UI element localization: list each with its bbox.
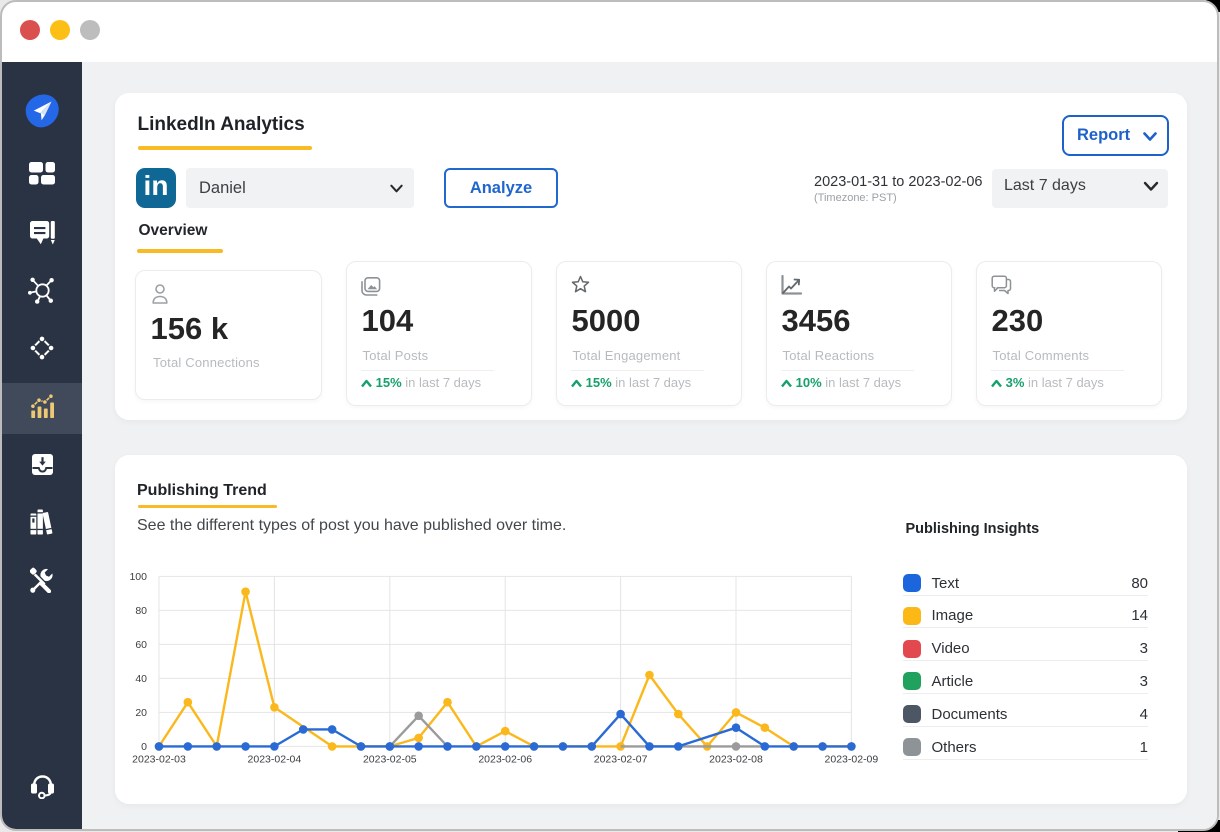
svg-text:2023-02-08: 2023-02-08 [709, 753, 763, 765]
svg-text:0: 0 [141, 741, 147, 753]
svg-text:80: 80 [135, 605, 147, 617]
svg-text:20: 20 [135, 707, 147, 719]
svg-text:2023-02-05: 2023-02-05 [363, 753, 417, 765]
svg-text:2023-02-04: 2023-02-04 [248, 753, 302, 765]
svg-text:2023-02-07: 2023-02-07 [594, 753, 648, 765]
svg-text:2023-02-06: 2023-02-06 [478, 753, 532, 765]
svg-text:100: 100 [129, 571, 147, 583]
svg-text:60: 60 [135, 639, 147, 651]
svg-text:2023-02-09: 2023-02-09 [825, 753, 879, 765]
svg-text:2023-02-03: 2023-02-03 [132, 753, 186, 765]
svg-text:40: 40 [135, 673, 147, 685]
